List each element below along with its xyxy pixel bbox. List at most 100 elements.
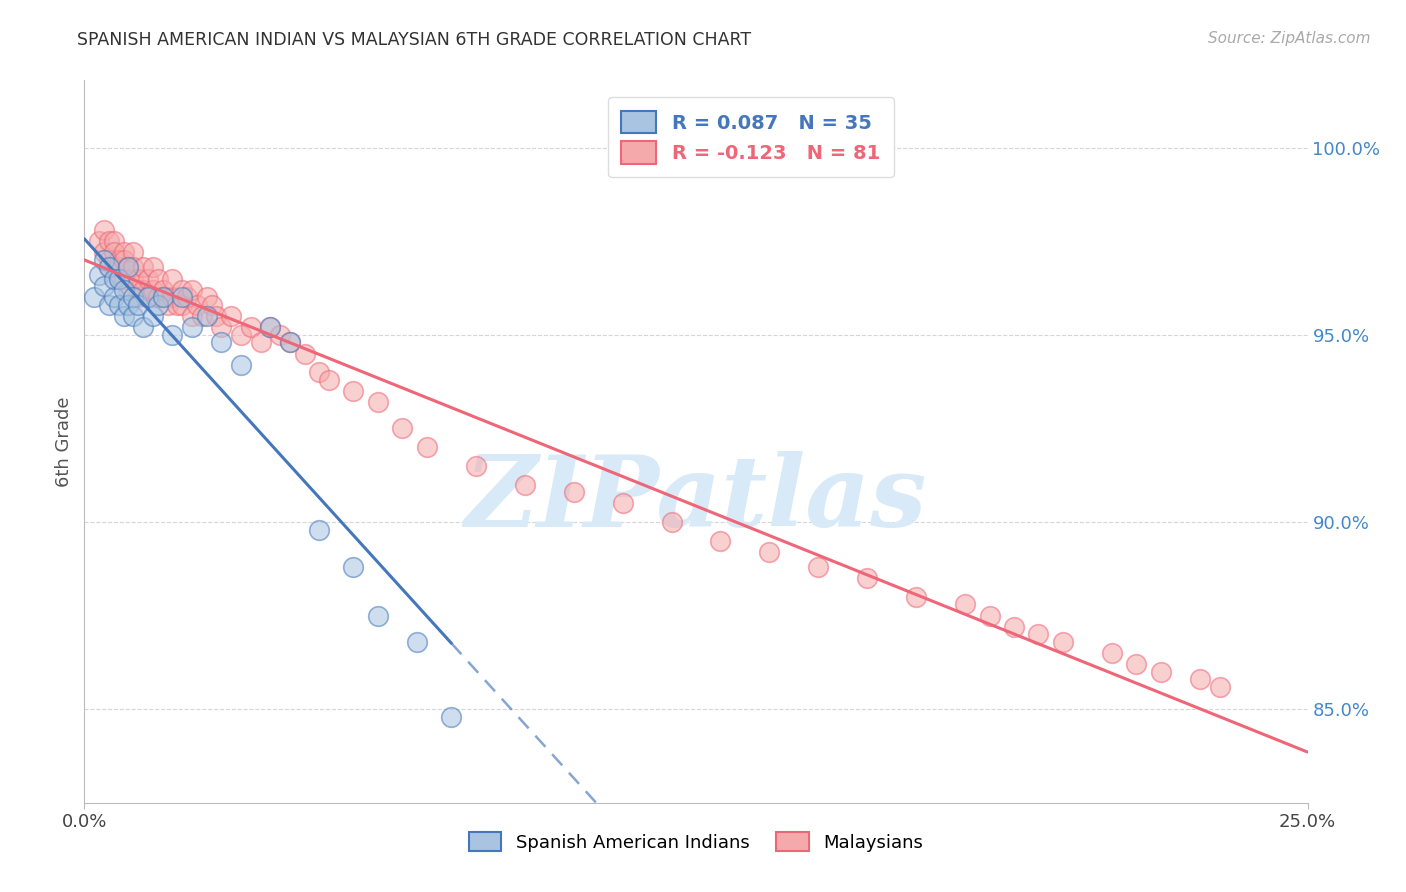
Point [176, 290, 198, 304]
Point [156, 298, 179, 312]
Point [117, 298, 139, 312]
Point [166, 298, 188, 312]
Point [93, 245, 115, 260]
Point [1101, 646, 1123, 660]
Point [709, 533, 731, 548]
Point [1002, 620, 1025, 634]
Point [93, 252, 115, 267]
Point [391, 421, 413, 435]
Point [117, 260, 139, 275]
Point [416, 440, 439, 454]
Point [142, 283, 165, 297]
Text: Source: ZipAtlas.com: Source: ZipAtlas.com [1208, 31, 1371, 46]
Point [195, 309, 218, 323]
Point [513, 477, 536, 491]
Point [122, 290, 145, 304]
Point [195, 290, 218, 304]
Point [191, 309, 214, 323]
Point [142, 309, 165, 323]
Point [107, 298, 129, 312]
Point [294, 346, 316, 360]
Point [200, 298, 222, 312]
Point [219, 309, 242, 323]
Point [162, 290, 184, 304]
Point [97, 252, 120, 267]
Point [122, 271, 145, 285]
Point [136, 290, 159, 304]
Point [342, 384, 364, 398]
Point [97, 298, 120, 312]
Point [209, 320, 232, 334]
Point [97, 260, 120, 275]
Point [661, 515, 683, 529]
Point [136, 271, 159, 285]
Point [979, 608, 1001, 623]
Point [1052, 635, 1074, 649]
Point [318, 373, 340, 387]
Point [132, 320, 155, 334]
Point [152, 290, 174, 304]
Point [107, 252, 129, 267]
Point [93, 279, 115, 293]
Point [464, 458, 486, 473]
Point [1188, 673, 1211, 687]
Point [122, 260, 145, 275]
Point [87, 234, 110, 248]
Point [278, 335, 301, 350]
Point [112, 245, 135, 260]
Point [406, 635, 429, 649]
Point [97, 234, 120, 248]
Point [103, 260, 125, 275]
Point [142, 260, 165, 275]
Point [953, 598, 976, 612]
Point [1208, 680, 1230, 694]
Point [162, 327, 184, 342]
Point [103, 234, 125, 248]
Point [146, 298, 169, 312]
Point [807, 560, 830, 574]
Point [259, 320, 281, 334]
Point [107, 271, 129, 285]
Point [112, 271, 135, 285]
Point [1150, 665, 1173, 679]
Point [122, 309, 145, 323]
Point [269, 327, 291, 342]
Point [103, 271, 125, 285]
Point [856, 571, 879, 585]
Point [758, 545, 780, 559]
Point [367, 395, 389, 409]
Point [1125, 657, 1147, 672]
Point [612, 496, 634, 510]
Point [367, 608, 389, 623]
Point [278, 335, 301, 350]
Point [181, 283, 204, 297]
Point [162, 271, 184, 285]
Point [107, 260, 129, 275]
Point [259, 320, 281, 334]
Point [83, 290, 105, 304]
Point [132, 283, 155, 297]
Point [112, 309, 135, 323]
Point [117, 283, 139, 297]
Point [132, 260, 155, 275]
Point [440, 709, 463, 723]
Text: SPANISH AMERICAN INDIAN VS MALAYSIAN 6TH GRADE CORRELATION CHART: SPANISH AMERICAN INDIAN VS MALAYSIAN 6TH… [77, 31, 751, 49]
Point [103, 245, 125, 260]
Point [107, 271, 129, 285]
Point [97, 260, 120, 275]
Point [152, 290, 174, 304]
Text: ZIPatlas: ZIPatlas [465, 451, 927, 548]
Point [342, 560, 364, 574]
Point [308, 365, 330, 379]
Y-axis label: 6th Grade: 6th Grade [55, 396, 73, 487]
Point [181, 320, 204, 334]
Point [136, 290, 159, 304]
Point [308, 523, 330, 537]
Point [1028, 627, 1050, 641]
Point [146, 271, 169, 285]
Point [172, 290, 194, 304]
Point [112, 283, 135, 297]
Point [127, 271, 149, 285]
Point [93, 223, 115, 237]
Point [117, 260, 139, 275]
